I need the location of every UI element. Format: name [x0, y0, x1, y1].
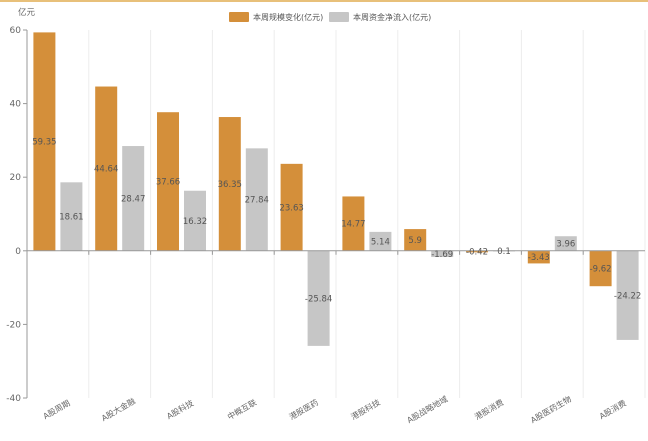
data-label: 5.9: [408, 236, 422, 246]
x-category-label: 港股科技: [349, 397, 382, 422]
bar-net-inflow: [554, 236, 577, 251]
bar-scale-change: [342, 196, 365, 251]
x-category-label: 中概互联: [225, 397, 258, 422]
legend-label-scale-change[interactable]: 本周规模变化(亿元): [253, 12, 323, 22]
legend-swatch-scale-change[interactable]: [229, 12, 249, 22]
label-layer: 59.35 18.61 44.64 28.47 37.66 16.32 36.3527.84…: [32, 138, 641, 305]
data-label: -9.62: [590, 265, 612, 275]
bar-scale-change: [33, 32, 56, 251]
data-label: -1.69: [431, 250, 453, 260]
top-accent-line: [0, 0, 648, 2]
y-tick-label: -20: [6, 320, 21, 330]
grid-layer: [26, 30, 646, 398]
legend-swatch-net-inflow[interactable]: [329, 12, 349, 22]
data-label: 18.61: [59, 213, 83, 223]
data-label: 37.66: [156, 178, 180, 188]
data-label: -3.43: [528, 253, 550, 263]
x-category-label: A股消费: [597, 398, 628, 421]
y-tick-label: 0: [15, 247, 21, 257]
data-label: 5.14: [371, 237, 390, 247]
bar-scale-change: [218, 117, 241, 251]
data-label: 16.32: [183, 217, 207, 227]
bar-scale-change: [527, 250, 550, 264]
bar-scale-change: [95, 86, 118, 251]
bar-scale-change: [404, 229, 427, 251]
bar-net-inflow: [122, 146, 145, 251]
bar-scale-change: [466, 250, 488, 253]
data-label: -24.22: [614, 291, 641, 301]
y-tick-label: 60: [10, 26, 22, 36]
data-label: 28.47: [121, 194, 145, 204]
bar-net-inflow: [184, 190, 206, 251]
data-label: 27.84: [245, 196, 269, 206]
bar-net-inflow: [307, 250, 330, 346]
bar-scale-change: [157, 112, 179, 251]
bar-scale-change: [589, 250, 612, 287]
bar-scale-change: [280, 163, 303, 251]
data-label: -25.84: [305, 294, 332, 304]
x-category-label: A股大金融: [99, 396, 136, 423]
bar-net-inflow: [616, 250, 639, 340]
x-category-label: A股科技: [165, 398, 196, 421]
y-tick-label: 20: [10, 173, 22, 183]
bar-net-inflow: [245, 148, 268, 251]
legend[interactable]: 本周规模变化(亿元) 本周资金净流入(亿元): [229, 12, 431, 22]
data-label: 3.96: [556, 240, 575, 250]
x-category-label: A股周期: [42, 399, 72, 422]
bar-net-inflow: [431, 250, 454, 258]
bar-net-inflow: [60, 182, 83, 251]
data-label: 14.77: [341, 220, 365, 230]
y-tick-label: -40: [6, 394, 21, 404]
data-label: 44.64: [94, 165, 118, 175]
y-axis-unit: 亿元: [18, 7, 36, 18]
data-label: -0.42: [466, 248, 488, 258]
legend-label-net-inflow[interactable]: 本周资金净流入(亿元): [353, 12, 431, 22]
bar-layer: [33, 32, 639, 346]
data-label: 23.63: [279, 203, 303, 213]
x-category-label: A股战略地域: [405, 394, 449, 425]
data-label: 0.1: [497, 247, 511, 257]
data-label: 36.35: [218, 180, 242, 190]
bar-net-inflow: [369, 231, 392, 251]
x-category-label: 港股医药: [287, 397, 320, 422]
data-label: 59.35: [32, 138, 56, 148]
x-category-label: 港股消费: [473, 397, 506, 422]
x-category-label: A股医药生物: [529, 394, 573, 425]
y-tick-label: 40: [10, 100, 22, 110]
